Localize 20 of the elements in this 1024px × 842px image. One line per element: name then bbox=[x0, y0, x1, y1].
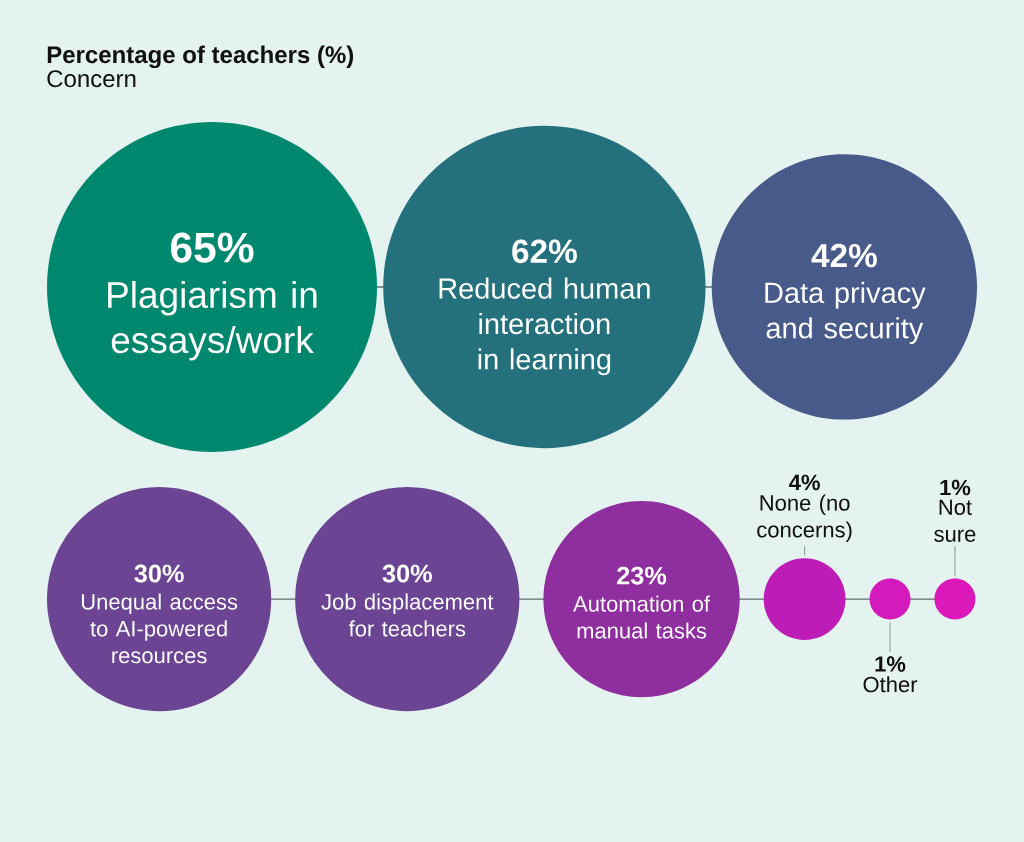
data-label: 4% bbox=[789, 474, 820, 491]
data-label: 62% bbox=[512, 239, 577, 264]
category-label: Automation of manual tasks bbox=[573, 595, 711, 639]
data-label: 1% bbox=[875, 656, 906, 672]
category-label: Other bbox=[863, 676, 918, 693]
data-label: 42% bbox=[811, 243, 877, 268]
category-label: Plagiarism in essays/work bbox=[108, 280, 317, 361]
text: Concern bbox=[47, 70, 136, 88]
data-label: 65% bbox=[170, 232, 254, 263]
data-label: 30% bbox=[134, 564, 184, 583]
data-label: 30% bbox=[382, 564, 432, 583]
category-label: Unequal access to AI-powered resources bbox=[81, 593, 238, 664]
category-label: Data privacy and security bbox=[765, 281, 926, 345]
category-label: Job displacement for teachers bbox=[321, 593, 494, 637]
category-label: Not sure bbox=[934, 499, 976, 542]
data-label: 23% bbox=[617, 566, 667, 585]
data-label: 1% bbox=[940, 479, 971, 496]
text: Percentage of teachers (%) bbox=[47, 45, 354, 69]
category-label: Reduced human interaction in learning bbox=[439, 277, 650, 376]
category-label: None (no concerns) bbox=[757, 494, 852, 542]
